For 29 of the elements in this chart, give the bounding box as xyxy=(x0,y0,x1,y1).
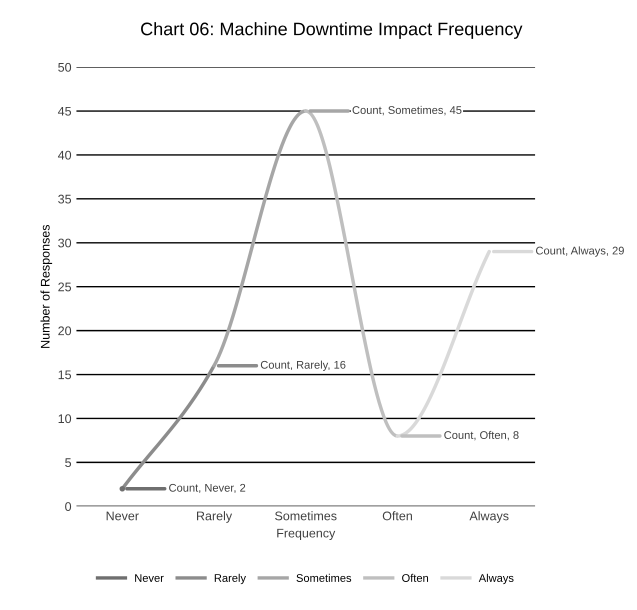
y-tick-label: 20 xyxy=(58,326,72,336)
data-label: Count, Never, 2 xyxy=(169,484,246,494)
x-tick-label: Often xyxy=(382,511,412,520)
y-tick-label: 45 xyxy=(58,106,72,116)
legend-label: Often xyxy=(402,574,428,582)
y-tick-label: 25 xyxy=(58,282,72,292)
y-tick-label: 15 xyxy=(58,370,72,380)
legend-label: Rarely xyxy=(214,574,246,584)
data-label: Count, Often, 8 xyxy=(444,430,519,440)
x-tick-label: Always xyxy=(469,511,509,523)
x-tick-label: Sometimes xyxy=(275,511,337,520)
x-tick-label: Rarely xyxy=(197,511,232,523)
y-tick-label: 30 xyxy=(58,238,72,248)
y-tick-label: 5 xyxy=(65,458,72,468)
chart-title: Chart 06: Machine Downtime Impact Frequency xyxy=(141,22,522,39)
data-label: Count, Sometimes, 45 xyxy=(352,106,462,116)
y-tick-label: 40 xyxy=(58,150,72,160)
y-tick-label: 35 xyxy=(58,194,72,204)
y-axis-title: Number of Responses xyxy=(40,224,52,348)
data-label: Count, Always, 29 xyxy=(536,246,624,257)
y-tick-label: 10 xyxy=(58,414,72,424)
x-tick-label: Never xyxy=(106,512,139,520)
y-tick-label: 0 xyxy=(65,502,72,511)
legend-label: Always xyxy=(478,574,514,584)
y-tick-label: 50 xyxy=(58,62,72,72)
legend-label: Sometimes xyxy=(296,574,352,582)
x-axis-title: Frequency xyxy=(277,528,336,540)
data-label: Count, Rarely, 16 xyxy=(260,360,346,371)
legend-label: Never xyxy=(135,574,164,582)
